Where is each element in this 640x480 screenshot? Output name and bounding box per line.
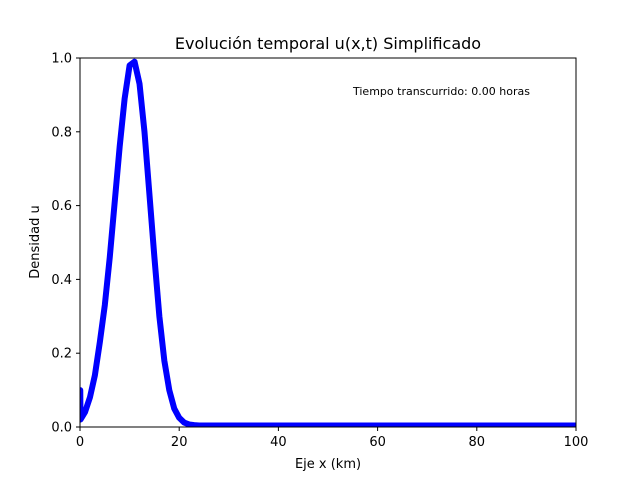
x-tick-label: 40 <box>270 435 287 450</box>
series-layer <box>80 58 576 427</box>
y-tick-label: 0.6 <box>51 199 72 214</box>
x-axis-label: Eje x (km) <box>295 457 361 472</box>
elapsed-time-annotation: Tiempo transcurrido: 0.00 horas <box>352 85 530 98</box>
x-tick-label: 20 <box>171 435 188 450</box>
series-line <box>80 58 576 427</box>
y-tick-label: 0.8 <box>51 125 72 140</box>
y-tick-label: 0.2 <box>51 347 72 362</box>
y-tick-label: 0.0 <box>51 421 72 436</box>
y-tick-label: 0.4 <box>51 273 72 288</box>
y-axis-ticks: 0.0 0.2 0.4 0.6 0.8 1.0 <box>51 52 80 436</box>
x-tick-label: 100 <box>564 435 589 450</box>
y-tick-label: 1.0 <box>51 52 72 67</box>
plot-frame <box>79 57 577 428</box>
chart-title: Evolución temporal u(x,t) Simplificado <box>175 34 481 53</box>
y-axis-label: Densidad u <box>28 205 43 278</box>
x-tick-label: 0 <box>76 435 84 450</box>
x-axis-ticks: 0 20 40 60 80 100 <box>76 427 589 450</box>
x-tick-label: 60 <box>369 435 386 450</box>
x-tick-label: 80 <box>469 435 486 450</box>
